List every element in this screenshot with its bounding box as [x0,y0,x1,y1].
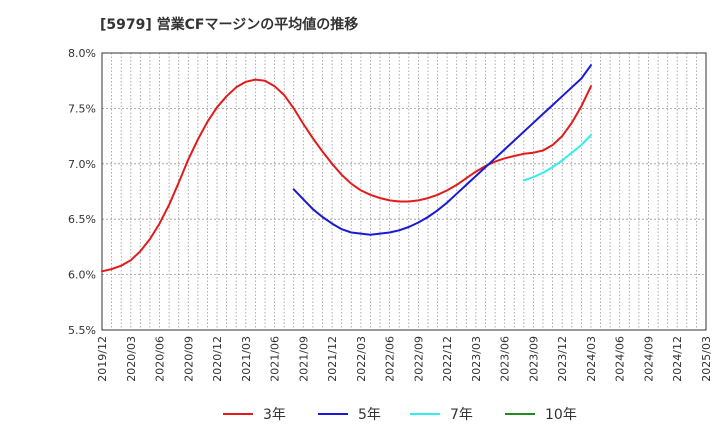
plot-area [102,53,706,330]
x-tick-label: 2021/06 [269,336,282,382]
chart-title: [5979] 営業CFマージンの平均値の推移 [100,16,358,33]
x-axis-ticks: 2019/12 2020/03 2020/06 2020/09 2020/12 2021/… [96,336,713,382]
x-tick-label: 2021/09 [297,336,310,382]
x-tick-label: 2023/12 [556,336,569,382]
legend-item: 10年 [505,407,577,423]
x-tick-label: 2022/12 [441,336,454,382]
series-line [522,134,592,182]
y-tick-label: 5.5% [68,324,96,337]
series-line [101,78,592,273]
x-tick-label: 2020/12 [211,336,224,382]
x-tick-label: 2022/06 [384,336,397,382]
x-tick-label: 2024/06 [614,336,627,382]
y-tick-label: 8.0% [68,47,96,60]
x-tick-label: 2021/12 [326,336,339,382]
series-line [292,64,592,236]
x-tick-label: 2019/12 [96,336,109,382]
y-axis-ticks: 5.5% 6.0% 6.5% 7.0% 7.5% 8.0% [68,47,96,337]
x-tick-label: 2022/03 [355,336,368,382]
x-tick-label: 2023/09 [527,336,540,382]
plot-frame [101,52,707,331]
legend-label: 3年 [263,407,286,423]
y-tick-label: 6.5% [68,213,96,226]
x-tick-label: 2023/06 [499,336,512,382]
x-tick-label: 2021/03 [240,336,253,382]
x-tick-label: 2025/03 [700,336,713,382]
y-tick-label: 7.5% [68,102,96,115]
legend-label: 5年 [358,407,381,423]
y-tick-label: 6.0% [68,269,96,282]
legend-item: 7年 [410,407,473,423]
y-tick-label: 7.0% [68,158,96,171]
series-lines [101,64,592,273]
x-tick-label: 2020/06 [154,336,167,382]
horizontal-gridlines [102,108,706,276]
legend-item: 5年 [318,407,381,423]
x-tick-label: 2024/12 [671,336,684,382]
x-tick-label: 2020/09 [182,336,195,382]
vertical-gridlines [111,53,697,330]
legend-label: 10年 [545,407,577,423]
x-tick-label: 2024/09 [642,336,655,382]
legend-label: 7年 [450,407,473,423]
legend: 3年 5年 7年 10年 [223,407,577,423]
x-tick-label: 2022/09 [412,336,425,382]
legend-item: 3年 [223,407,286,423]
x-tick-label: 2023/03 [470,336,483,382]
x-tick-label: 2020/03 [125,336,138,382]
x-tick-label: 2024/03 [585,336,598,382]
